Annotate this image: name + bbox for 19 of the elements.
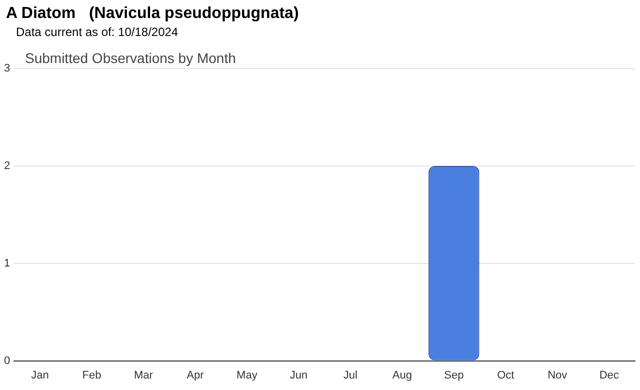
y-tick-label: 3 — [4, 62, 10, 75]
x-tick-label: Dec — [599, 369, 620, 382]
x-tick-label: May — [236, 369, 258, 382]
y-tick-label: 0 — [4, 354, 10, 367]
y-tick-label: 2 — [4, 160, 10, 172]
x-tick-label: Apr — [186, 369, 204, 382]
x-tick-label: Aug — [392, 369, 412, 382]
chart-title: A Diatom (Navicula pseudoppugnata) — [6, 5, 299, 23]
chart-subtitle: Data current as of: 10/18/2024 — [16, 25, 178, 39]
y-tick-label: 1 — [4, 257, 10, 270]
x-tick-label: Jun — [290, 369, 308, 382]
text: Submitted Observations by Month — [25, 50, 236, 66]
x-tick-label: Sep — [444, 369, 464, 382]
x-tick-label: Mar — [134, 369, 154, 382]
x-tick-label: Jul — [343, 369, 358, 382]
x-tick-label: Jan — [31, 369, 49, 382]
x-tick-label: Nov — [548, 369, 568, 382]
x-tick-label: Feb — [82, 369, 102, 382]
x-tick-label: Oct — [497, 369, 514, 382]
